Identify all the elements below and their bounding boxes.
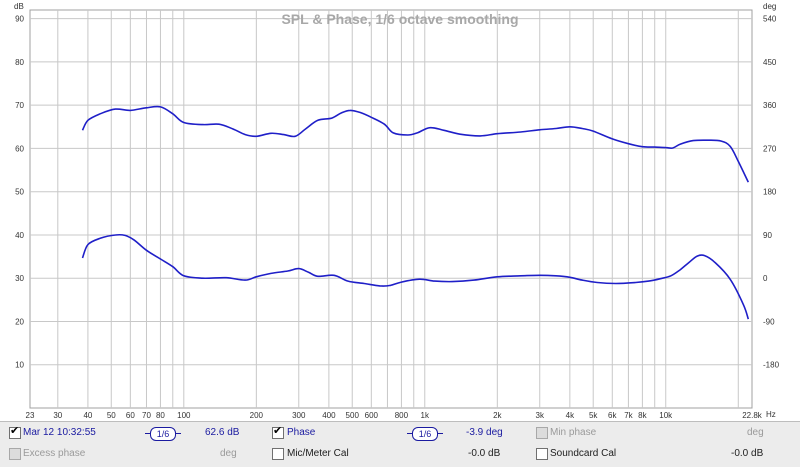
phase-label: Phase <box>287 427 316 438</box>
phase-checkbox[interactable]: ✔ <box>272 425 284 439</box>
x-tick-label: 2k <box>493 411 502 420</box>
min-phase-value: deg <box>747 427 764 438</box>
right-axis-unit: deg <box>763 2 776 11</box>
plot-area <box>29 9 753 409</box>
excess-phase-label: Excess phase <box>23 448 86 459</box>
soundcard-cal-value: -0.0 dB <box>731 448 764 459</box>
min-phase-label: Min phase <box>550 427 597 438</box>
x-tick-label: 10k <box>659 411 673 420</box>
x-tick-label: 300 <box>292 411 306 420</box>
x-tick-label: 7k <box>624 411 633 420</box>
chart-title: SPL & Phase, 1/6 octave smoothing <box>281 11 518 27</box>
x-tick-label: 500 <box>346 411 360 420</box>
left-axis-unit: dB <box>14 2 24 11</box>
right-tick-label: 180 <box>763 188 777 197</box>
spl-smoothing-button[interactable]: 1/6 <box>145 427 181 441</box>
x-tick-label: 600 <box>365 411 379 420</box>
spl-trace-checkbox[interactable]: ✔ <box>9 425 21 439</box>
x-tick-label: 200 <box>250 411 264 420</box>
left-tick-label: 20 <box>15 317 24 326</box>
left-tick-label: 40 <box>15 231 24 240</box>
left-tick-label: 10 <box>15 361 24 370</box>
x-tick-label: 4k <box>566 411 575 420</box>
check-icon: ✔ <box>10 425 20 437</box>
excess-phase-value: deg <box>220 448 237 459</box>
x-tick-label: 3k <box>536 411 545 420</box>
right-tick-label: -90 <box>763 317 775 326</box>
left-tick-label: 50 <box>15 188 24 197</box>
left-tick-label: 70 <box>15 101 24 110</box>
x-tick-label: 70 <box>142 411 151 420</box>
spl-series-line <box>81 105 750 183</box>
series-layer <box>81 105 750 320</box>
check-icon: ✔ <box>273 425 283 437</box>
right-tick-label: 0 <box>763 274 768 283</box>
spl-value: 62.6 dB <box>205 427 240 438</box>
legend-panel: ✔ Mar 12 10:32:55 1/6 62.6 dB ✔ Phase 1/… <box>0 421 800 467</box>
right-tick-label: 90 <box>763 231 772 240</box>
right-tick-label: -180 <box>763 361 780 370</box>
right-tick-label: 360 <box>763 101 777 110</box>
x-tick-label: 100 <box>177 411 191 420</box>
right-tick-label: 450 <box>763 58 777 67</box>
phase-value: -3.9 deg <box>466 427 503 438</box>
mic-cal-label: Mic/Meter Cal <box>287 448 349 459</box>
right-tick-label: 270 <box>763 144 777 153</box>
x-tick-label: 30 <box>53 411 62 420</box>
x-tick-label: 23 <box>26 411 35 420</box>
spl-phase-chart: 23 30 40 50 60 70 80 100 200 300 400 500 600 800 1k 2k 3… <box>14 2 780 420</box>
spl-trace-label: Mar 12 10:32:55 <box>23 427 96 438</box>
x-tick-label: 8k <box>638 411 647 420</box>
mic-cal-value: -0.0 dB <box>468 448 501 459</box>
tick-labels: 23 30 40 50 60 70 80 100 200 300 400 500 600 800 1k 2k 3… <box>15 15 779 420</box>
legend-row-2: Excess phase deg Mic/Meter Cal -0.0 dB S… <box>0 446 800 466</box>
x-tick-label: 5k <box>589 411 598 420</box>
x-tick-label: 400 <box>322 411 336 420</box>
left-tick-label: 90 <box>15 15 24 24</box>
x-tick-label: 6k <box>608 411 617 420</box>
legend-row-1: ✔ Mar 12 10:32:55 1/6 62.6 dB ✔ Phase 1/… <box>0 425 800 445</box>
mic-cal-checkbox[interactable] <box>272 448 284 460</box>
x-tick-label: 800 <box>395 411 409 420</box>
left-tick-label: 80 <box>15 58 24 67</box>
right-tick-label: 540 <box>763 15 777 24</box>
left-tick-label: 30 <box>15 274 24 283</box>
x-tick-label: 40 <box>83 411 92 420</box>
soundcard-cal-label: Soundcard Cal <box>550 448 617 459</box>
soundcard-cal-checkbox[interactable] <box>536 448 548 460</box>
min-phase-checkbox[interactable] <box>536 427 548 439</box>
x-tick-label: 1k <box>421 411 430 420</box>
phase-series-line <box>81 233 750 320</box>
x-tick-label: 80 <box>156 411 165 420</box>
grid <box>30 10 752 408</box>
x-tick-label: 22.8k <box>742 411 763 420</box>
left-tick-label: 60 <box>15 144 24 153</box>
excess-phase-checkbox[interactable] <box>9 448 21 460</box>
x-axis-unit: Hz <box>766 410 776 419</box>
x-tick-label: 50 <box>107 411 116 420</box>
phase-smoothing-button[interactable]: 1/6 <box>407 427 443 441</box>
x-tick-label: 60 <box>126 411 135 420</box>
